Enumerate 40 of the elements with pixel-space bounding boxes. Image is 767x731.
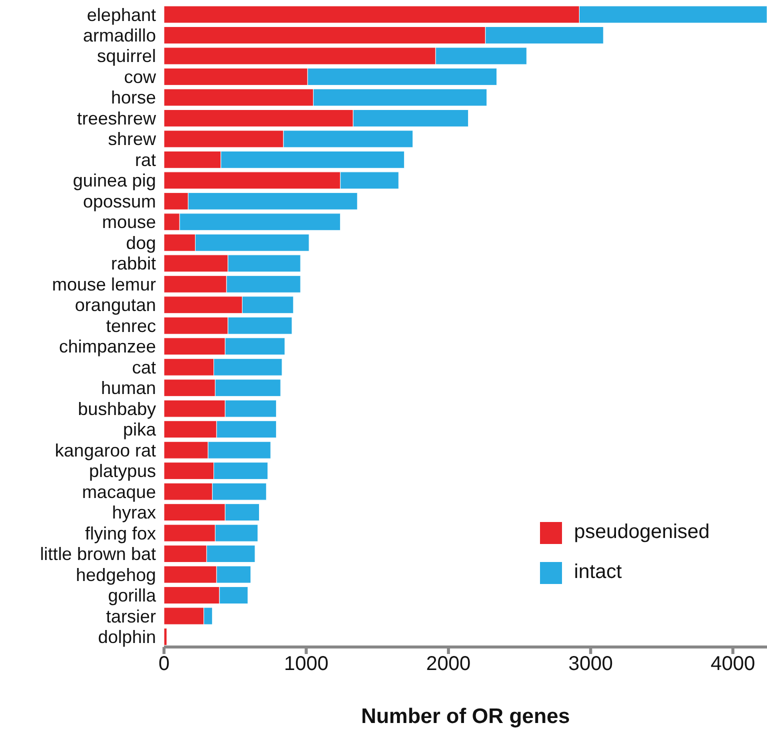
y-tick-label: orangutan	[74, 295, 156, 316]
y-tick-label: horse	[110, 88, 156, 108]
y-tick-label: chimpanzee	[58, 336, 156, 357]
y-tick-label: guinea pig	[72, 170, 156, 191]
y-tick-label: cat	[132, 357, 156, 378]
y-tick-label: dolphin	[98, 627, 156, 648]
y-tick-label: shrew	[108, 129, 157, 150]
x-axis-title: Number of OR genes	[361, 705, 570, 728]
y-tick-label: mouse	[102, 212, 156, 232]
y-tick-label: rat	[134, 150, 156, 170]
legend-label: pseudogenised	[574, 521, 710, 543]
x-tick-label: 0	[158, 653, 170, 676]
x-tick-label: 1000	[284, 653, 328, 676]
y-tick-label: mouse lemur	[52, 274, 156, 294]
y-tick-label: treeshrew	[76, 108, 157, 128]
x-tick-label: 3000	[568, 653, 613, 676]
y-tick-label: tarsier	[106, 606, 156, 626]
y-tick-label: opossum	[82, 191, 156, 212]
y-tick-label: elephant	[86, 4, 156, 25]
y-tick-label: squirrel	[96, 46, 156, 66]
y-tick-label: hedgehog	[76, 564, 156, 585]
y-tick-label: gorilla	[108, 586, 157, 606]
y-tick-label: dog	[126, 232, 156, 253]
y-tick-label: macaque	[82, 482, 156, 502]
y-tick-label: human	[100, 378, 156, 398]
x-tick-label: 4000	[710, 653, 756, 676]
y-tick-label: tenrec	[106, 316, 156, 336]
y-tick-label: platypus	[88, 461, 156, 482]
y-tick-label: little brown bat	[40, 544, 156, 564]
y-tick-label: flying fox	[84, 523, 156, 544]
x-tick-label: 2000	[426, 653, 471, 676]
y-tick-label: kangaroo rat	[54, 440, 156, 460]
y-tick-label: pika	[122, 420, 157, 440]
y-tick-label: hyrax	[112, 502, 156, 523]
y-tick-label: cow	[124, 66, 157, 87]
y-tick-label: armadillo	[82, 26, 156, 46]
y-tick-label: rabbit	[110, 254, 156, 274]
legend-label: intact	[574, 561, 622, 583]
bar	[164, 628, 168, 646]
y-tick-label: bushbaby	[78, 398, 156, 419]
